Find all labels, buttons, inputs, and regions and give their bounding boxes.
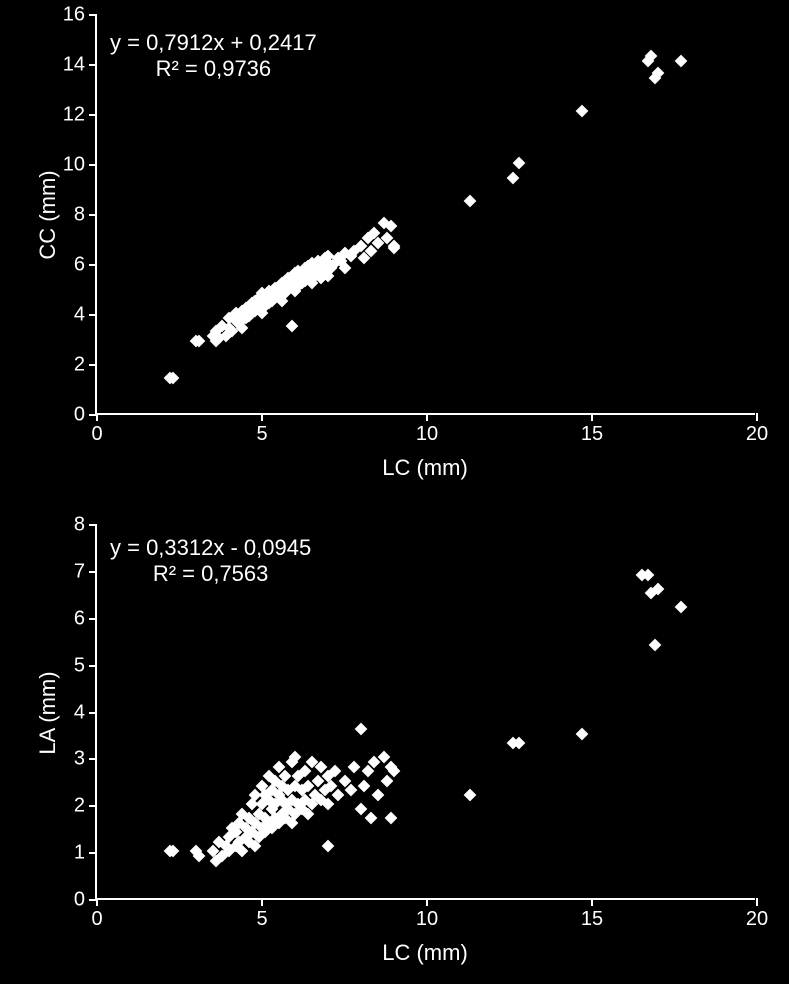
y-tick [89,364,97,366]
y-tick [89,214,97,216]
y-tick [89,164,97,166]
data-point [464,194,477,207]
data-point [576,104,589,117]
y-tick [89,64,97,66]
x-tick-label: 20 [746,908,768,931]
data-point [355,723,368,736]
data-point [355,803,368,816]
data-point [332,789,345,802]
x-tick [756,898,758,906]
y-tick-label: 0 [74,889,85,912]
x-tick [591,413,593,421]
y-tick-label: 14 [63,54,85,77]
y-tick-label: 2 [74,795,85,818]
y-tick-label: 10 [63,154,85,177]
data-point [648,639,661,652]
y-tick-label: 2 [74,354,85,377]
x-tick [756,413,758,421]
y-tick-label: 3 [74,748,85,771]
data-point [675,601,688,614]
x-tick [591,898,593,906]
y-tick-label: 8 [74,514,85,537]
y-tick-label: 0 [74,404,85,427]
y-tick [89,114,97,116]
data-point [365,812,378,825]
x-tick-label: 15 [581,908,603,931]
x-axis-title: LC (mm) [382,940,468,966]
chart-top: 0 2 4 6 8 10 12 14 16 0 5 10 15 20 CC (mm) LC (mm) y = 0… [0,0,789,505]
x-tick-label: 10 [416,908,438,931]
regression-equation: y = 0,3312x - 0,0945 R² = 0,7563 [110,535,311,587]
y-tick-label: 4 [74,701,85,724]
y-tick-label: 1 [74,842,85,865]
x-tick [426,898,428,906]
data-point [506,172,519,185]
y-tick [89,571,97,573]
x-tick-label: 5 [256,908,267,931]
y-tick [89,14,97,16]
y-tick [89,805,97,807]
data-point [322,840,335,853]
y-tick [89,524,97,526]
y-tick [89,758,97,760]
data-point [513,157,526,170]
y-tick-label: 6 [74,607,85,630]
data-point [371,789,384,802]
data-point [358,779,371,792]
x-tick-label: 0 [91,908,102,931]
y-tick [89,665,97,667]
x-tick-label: 10 [416,423,438,446]
data-point [285,319,298,332]
x-axis-title: LC (mm) [382,455,468,481]
y-axis-title: LA (mm) [35,671,61,754]
data-point [675,54,688,67]
x-tick [96,413,98,421]
x-tick [426,413,428,421]
y-tick [89,264,97,266]
y-tick [89,712,97,714]
data-point [381,774,394,787]
x-tick-label: 15 [581,423,603,446]
y-tick-label: 7 [74,560,85,583]
y-tick-label: 16 [63,4,85,27]
data-point [348,760,361,773]
data-point [513,737,526,750]
regression-equation: y = 0,7912x + 0,2417 R² = 0,9736 [110,30,317,82]
x-tick [96,898,98,906]
x-tick [261,413,263,421]
y-tick-label: 6 [74,254,85,277]
y-tick [89,852,97,854]
y-tick-label: 5 [74,654,85,677]
data-point [384,812,397,825]
x-tick-label: 20 [746,423,768,446]
y-tick [89,618,97,620]
x-tick-label: 0 [91,423,102,446]
y-tick-label: 12 [63,104,85,127]
y-tick-label: 8 [74,204,85,227]
x-tick-label: 5 [256,423,267,446]
y-axis-title: CC (mm) [35,170,61,259]
y-tick-label: 4 [74,304,85,327]
data-point [576,728,589,741]
chart-bottom: 0 1 2 3 4 5 6 7 8 0 5 10 15 20 LA (mm) LC (mm) y = 0,331… [0,505,789,984]
x-tick [261,898,263,906]
y-tick [89,314,97,316]
data-point [464,789,477,802]
